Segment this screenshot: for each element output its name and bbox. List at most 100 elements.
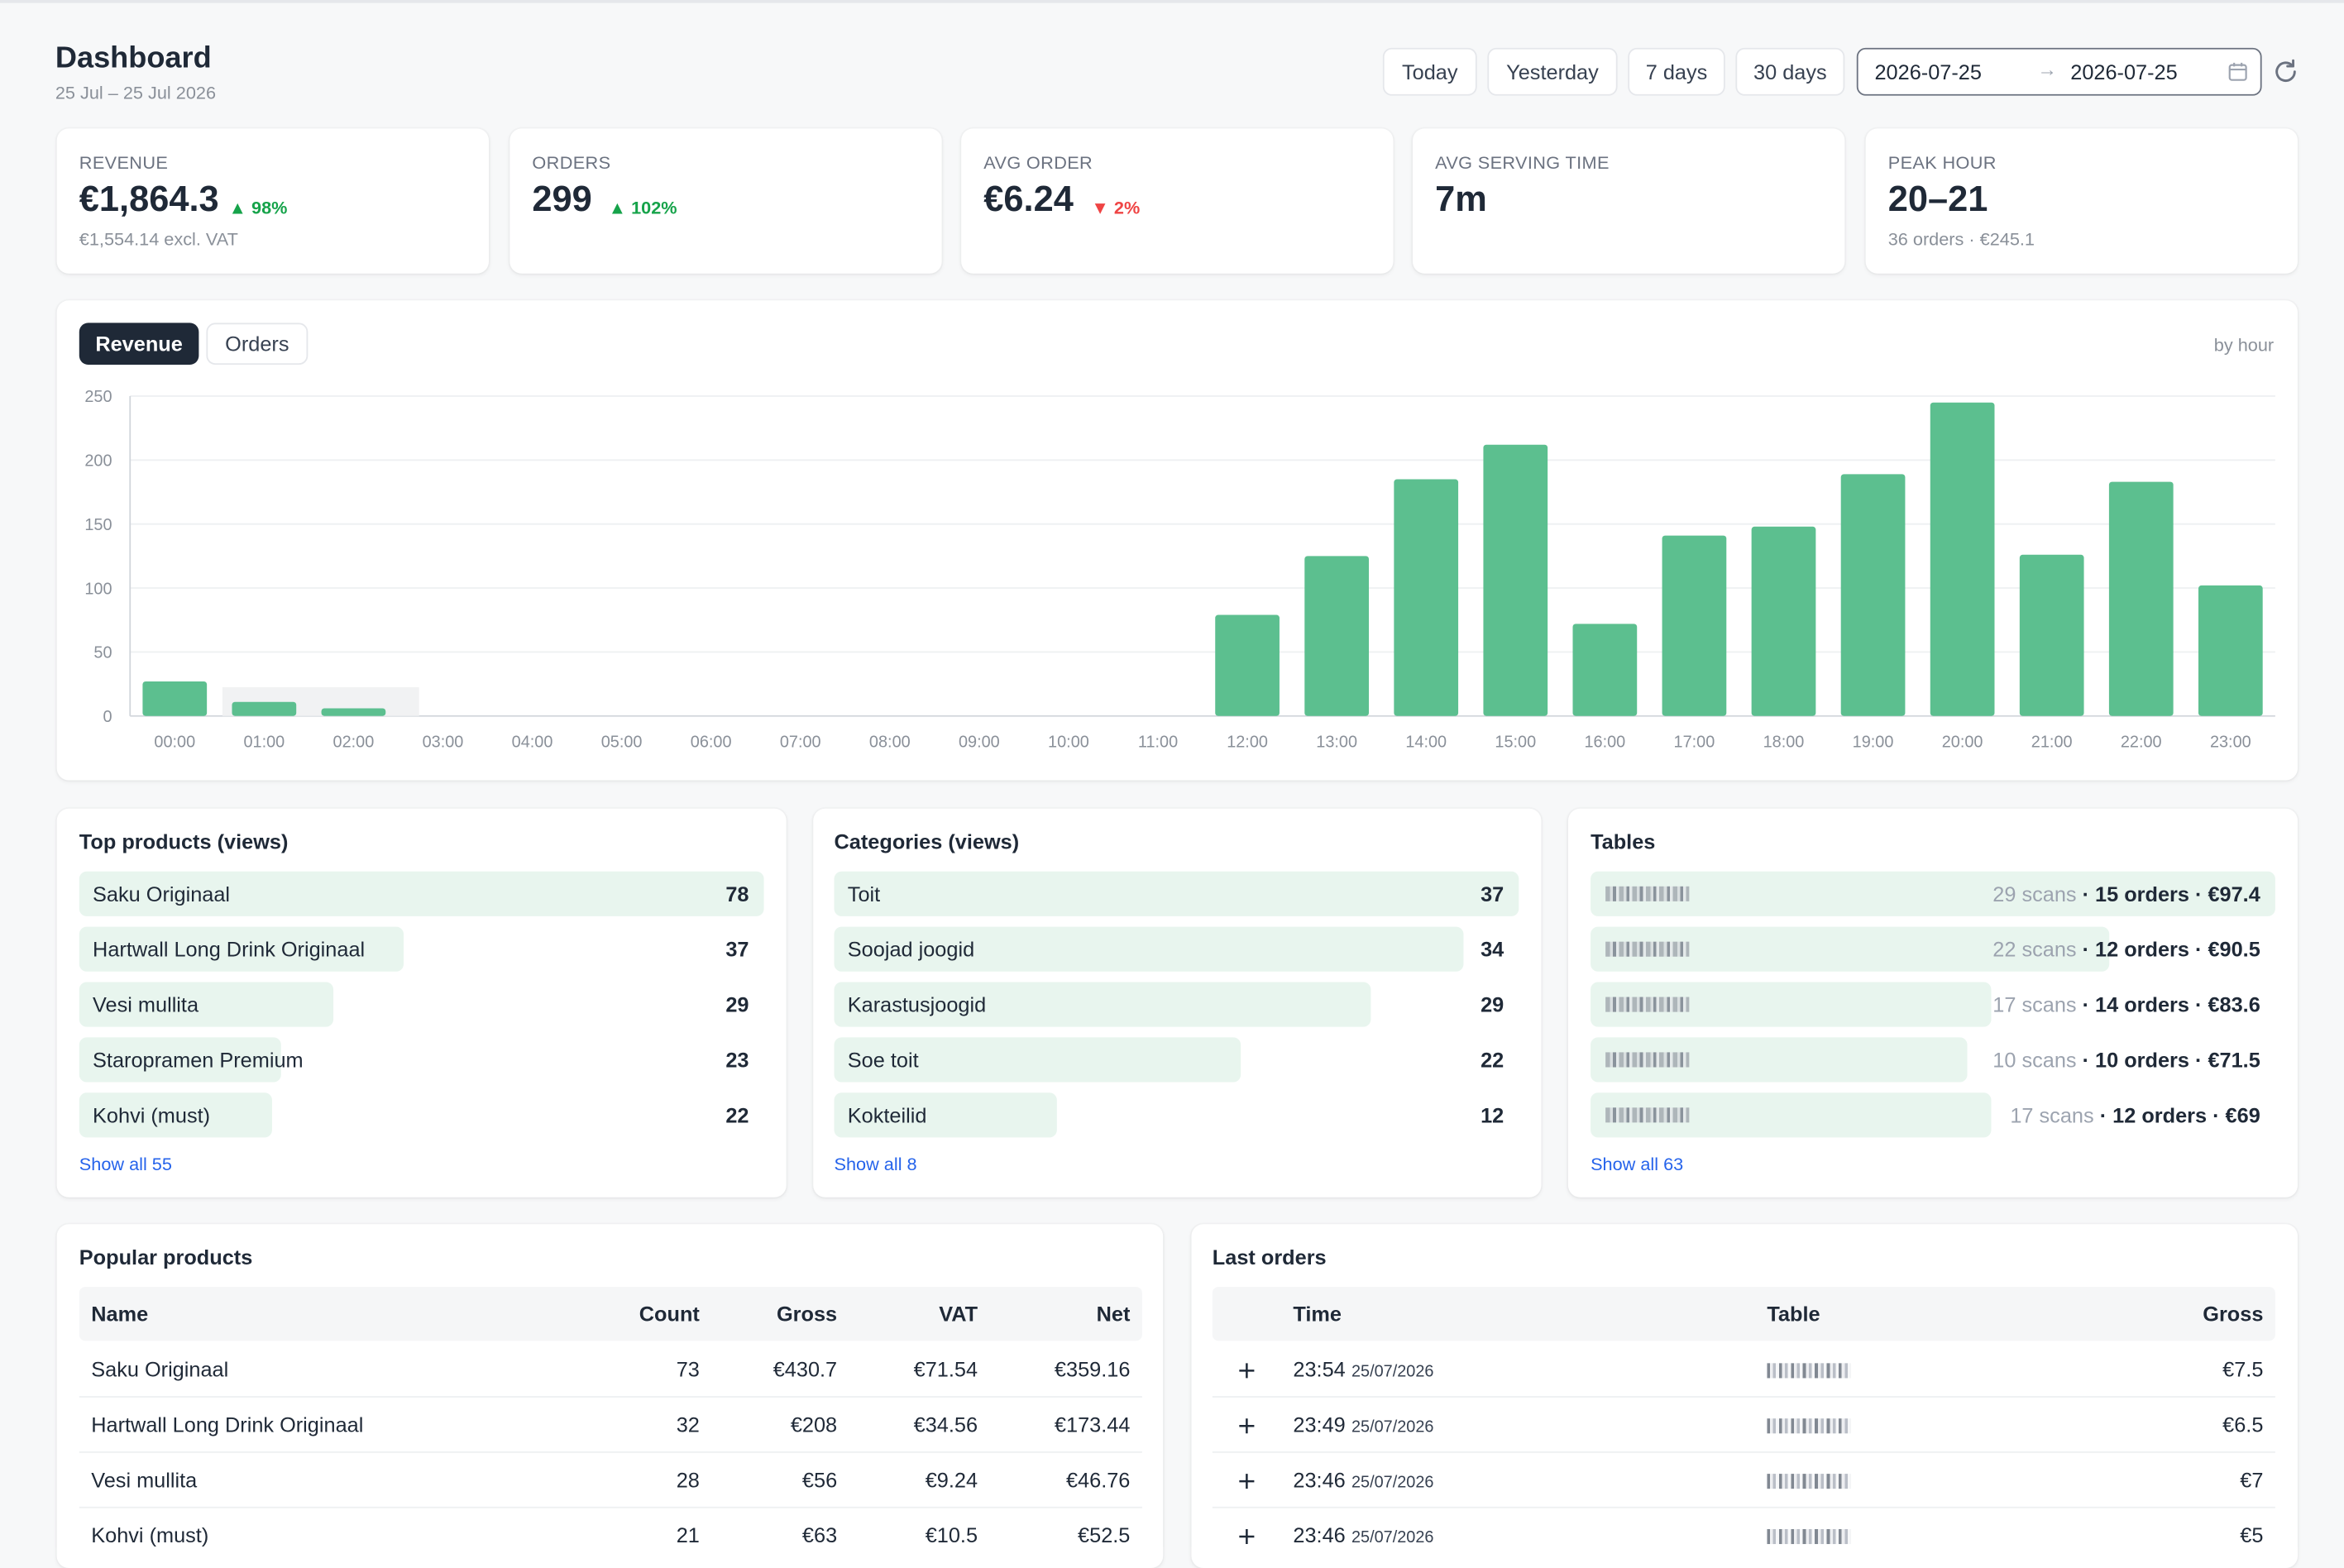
stat-value: 299 [532,179,592,220]
bar-0000[interactable] [142,681,208,716]
item-label: Soe toit [847,1047,919,1072]
order-gross: €5 [2240,1523,2264,1547]
bar-1200[interactable] [1215,614,1280,716]
list-item[interactable]: Kohvi (must) 22 [79,1092,764,1138]
table-stats: 10 scans · 10 orders · €71.5 [1992,1048,2260,1072]
list-item[interactable]: Saku Originaal 78 [79,871,764,916]
expand-icon[interactable] [1238,1360,1256,1379]
stat-value: €1,864.3 [79,179,219,220]
order-time-cell: 23:46 25/07/2026 [1293,1468,1433,1492]
bar-2300[interactable] [2198,585,2263,716]
y-tick-label: 50 [93,644,112,662]
order-gross: €6.5 [2222,1412,2264,1437]
refresh-icon[interactable] [2270,57,2300,94]
stat-label: REVENUE [79,152,169,174]
list-item[interactable]: Staropramen Premium 23 [79,1037,764,1083]
stat-value: 7m [1435,179,1487,220]
bar-0100[interactable] [232,701,297,716]
bar-2100[interactable] [2019,554,2084,716]
bar-1800[interactable] [1751,526,1816,716]
x-tick-label: 13:00 [1316,734,1357,752]
x-tick-label: 09:00 [959,734,1000,752]
redacted-table-name [1767,1528,1851,1545]
show-all-products-link[interactable]: Show all 55 [79,1154,172,1175]
bar-1400[interactable] [1394,479,1459,716]
expand-icon[interactable] [1238,1526,1256,1545]
list-item[interactable]: Toit 37 [834,871,1519,916]
list-item[interactable]: Vesi mullita 29 [79,982,764,1027]
date-to-field[interactable]: 2026-07-25 [2070,60,2178,84]
x-tick-label: 02:00 [333,734,375,752]
bar-2000[interactable] [1930,402,1995,716]
bar-1300[interactable] [1304,556,1370,716]
column-header-net[interactable]: Net [1096,1302,1131,1327]
list-item[interactable]: Karastusjoogid 29 [834,982,1519,1027]
x-tick-label: 15:00 [1495,734,1536,752]
bar-0200[interactable] [321,708,386,716]
table-orders-total: · 12 orders · €90.5 [2076,937,2260,962]
order-date: 25/07/2026 [1351,1418,1434,1437]
bar-1600[interactable] [1572,624,1638,716]
column-header-time[interactable]: Time [1293,1302,1342,1327]
list-item[interactable]: Kokteilid 12 [834,1092,1519,1138]
stat-sub: €1,554.14 excl. VAT [79,228,238,250]
bar-2200[interactable] [2108,481,2174,716]
value-bar [834,926,1464,972]
bar-1500[interactable] [1483,444,1548,716]
stat-delta: ▲ 102% [608,197,677,218]
table-list-item[interactable]: 10 scans · 10 orders · €71.5 [1591,1037,2275,1083]
column-header-count[interactable]: Count [639,1302,700,1327]
bar-1700[interactable] [1662,535,1727,716]
list-item[interactable]: Hartwall Long Drink Originaal 37 [79,926,764,972]
column-header-vat[interactable]: VAT [939,1302,978,1327]
row-divider [1212,1451,2275,1453]
table-scans: 29 scans [1992,882,2077,906]
table-cell: Kohvi (must) [91,1523,209,1547]
redacted-table-name [1605,997,1690,1012]
tab-revenue[interactable]: Revenue [79,323,199,366]
range-7-days-button[interactable]: 7 days [1628,47,1725,96]
table-orders-total: · 12 orders · €69 [2093,1102,2260,1127]
redacted-table-name [1605,1052,1690,1068]
section-title: Top products (views) [79,829,289,854]
range-30-days-button[interactable]: 30 days [1735,47,1845,96]
list-item[interactable]: Soe toit 22 [834,1037,1519,1083]
bar-1900[interactable] [1840,474,1906,716]
y-tick-label: 100 [84,580,112,598]
calendar-icon[interactable] [2227,61,2248,87]
item-label: Karastusjoogid [847,992,987,1017]
table-list-item[interactable]: 22 scans · 12 orders · €90.5 [1591,926,2275,972]
list-item[interactable]: Soojad joogid 34 [834,926,1519,972]
table-cell: €71.54 [913,1357,978,1382]
tab-orders[interactable]: Orders [206,323,309,366]
column-header-gross[interactable]: Gross [777,1302,838,1327]
table-list-item[interactable]: 17 scans · 12 orders · €69 [1591,1092,2275,1138]
table-list-item[interactable]: 29 scans · 15 orders · €97.4 [1591,871,2275,916]
date-from-field[interactable]: 2026-07-25 [1874,60,1982,84]
stat-sub: 36 orders · €245.1 [1887,228,2035,250]
table-stats: 29 scans · 15 orders · €97.4 [1992,882,2260,906]
x-tick-label: 05:00 [601,734,643,752]
table-cell: Saku Originaal [91,1357,229,1382]
date-range-picker[interactable]: 2026-07-25 → 2026-07-25 [1856,47,2262,96]
table-list-item[interactable]: 17 scans · 14 orders · €83.6 [1591,982,2275,1027]
column-header-table[interactable]: Table [1767,1302,1820,1327]
value-bar [834,1092,1056,1138]
stat-value: €6.24 [983,179,1074,220]
expand-icon[interactable] [1238,1470,1256,1489]
range-yesterday-button[interactable]: Yesterday [1487,47,1618,96]
item-value: 29 [725,992,749,1017]
column-header-name[interactable]: Name [91,1302,149,1327]
column-header-gross[interactable]: Gross [2203,1302,2264,1327]
x-tick-label: 00:00 [154,734,195,752]
show-all-categories-link[interactable]: Show all 8 [834,1154,917,1175]
table-cell: €63 [801,1523,838,1547]
x-tick-label: 23:00 [2210,734,2251,752]
range-today-button[interactable]: Today [1382,47,1477,96]
item-value: 37 [1481,882,1504,906]
item-value: 78 [725,882,749,906]
show-all-tables-link[interactable]: Show all 63 [1591,1154,1684,1175]
section-title: Last orders [1212,1245,1327,1269]
stat-label: AVG ORDER [983,152,1093,174]
expand-icon[interactable] [1238,1416,1256,1434]
